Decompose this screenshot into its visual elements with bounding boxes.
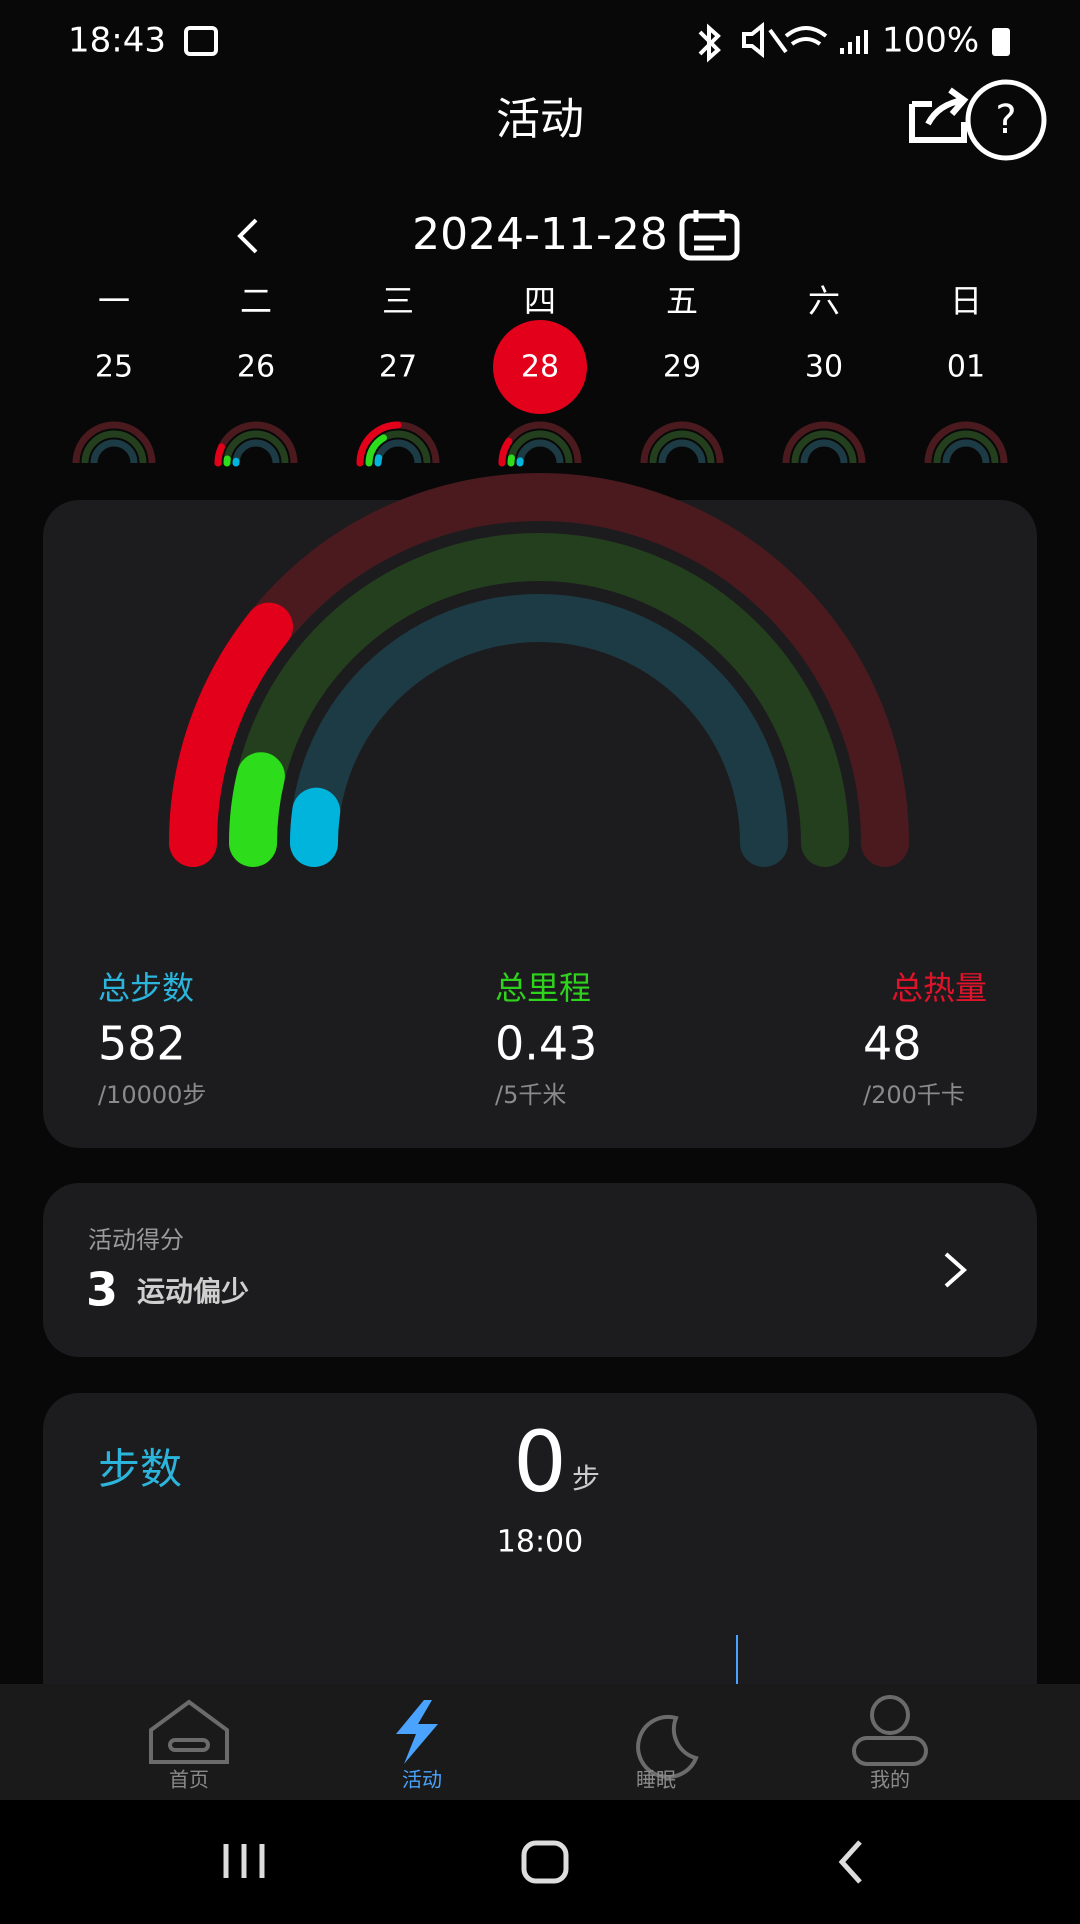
bottom-nav: [0, 1684, 1080, 1800]
weekday-label: 三: [382, 282, 414, 320]
mini-ring-progress: [218, 447, 222, 463]
steps-value: 0: [513, 1413, 566, 1511]
stat-goal: /10000步: [98, 1081, 206, 1109]
day-number[interactable]: 28: [521, 350, 559, 385]
stat-goal: /5千米: [495, 1081, 566, 1109]
steps-time: 18:00: [497, 1525, 583, 1560]
nav-label[interactable]: 睡眠: [636, 1768, 676, 1792]
page-title: 活动: [496, 94, 584, 145]
weekday-label: 二: [240, 282, 272, 320]
system-nav: [0, 1800, 1080, 1920]
score-label: 活动得分: [88, 1226, 184, 1254]
weekday-label: 日: [950, 282, 982, 320]
stat-label: 总热量: [891, 969, 987, 1007]
stat-value: 0.43: [495, 1017, 597, 1071]
battery-icon: [992, 28, 1010, 56]
stat-label: 总步数: [98, 969, 194, 1007]
score-value: 3: [86, 1263, 118, 1317]
day-number[interactable]: 26: [237, 350, 275, 385]
weekday-label: 四: [524, 282, 556, 320]
date-text: 2024-11-28: [412, 209, 668, 260]
nav-label[interactable]: 首页: [169, 1768, 209, 1792]
day-number[interactable]: 30: [805, 350, 843, 385]
stat-value: 582: [98, 1017, 186, 1071]
ring-progress: [253, 776, 261, 843]
steps-unit: 步: [572, 1462, 600, 1495]
day-number[interactable]: 01: [947, 350, 985, 385]
weekday-label: 五: [666, 282, 698, 320]
stat-value: 48: [863, 1017, 922, 1071]
nav-label[interactable]: 我的: [870, 1768, 910, 1792]
nav-label[interactable]: 活动: [402, 1768, 442, 1792]
mini-ring-progress: [378, 458, 379, 463]
status-time: 18:43: [68, 21, 166, 61]
day-number[interactable]: 27: [379, 350, 417, 385]
battery-text: 100%: [882, 21, 979, 61]
help-icon: ?: [995, 97, 1016, 143]
score-text: 运动偏少: [137, 1275, 249, 1308]
steps-title: 步数: [98, 1445, 182, 1494]
day-number[interactable]: 29: [663, 350, 701, 385]
weekday-label: 六: [808, 282, 840, 320]
weekday-label: 一: [98, 282, 130, 320]
ring-progress: [314, 812, 316, 843]
score-card[interactable]: [43, 1183, 1037, 1357]
day-number[interactable]: 25: [95, 350, 133, 385]
stat-goal: /200千卡: [863, 1081, 965, 1109]
stat-label: 总里程: [495, 969, 591, 1007]
